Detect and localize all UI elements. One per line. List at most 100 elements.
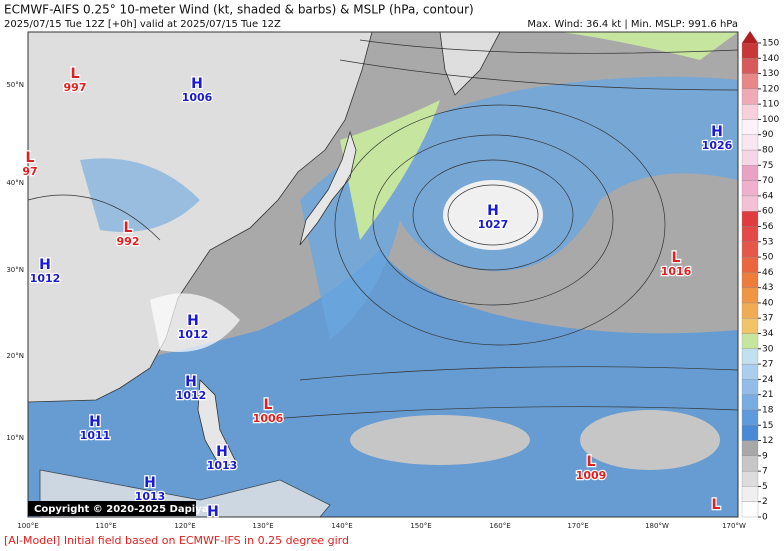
lon-label: 170°E — [567, 522, 588, 530]
pressure-center-value: 1013 — [135, 490, 166, 503]
pressure-center-type: H — [487, 203, 499, 219]
lon-label: 110°E — [95, 522, 116, 530]
colorbar-bin — [741, 180, 759, 197]
lon-label: 140°E — [331, 522, 352, 530]
lon-label: 180°W — [645, 522, 669, 530]
colorbar-bin — [741, 134, 759, 151]
colorbar-tick-label: 0 — [762, 513, 768, 523]
lat-label: 30°N — [6, 266, 24, 274]
lon-label: 130°E — [252, 522, 273, 530]
colorbar: 0 2 5 7 9 12 15 18 21 24 27 30 34 37 40 43 46 50 53 56 60 64 7… — [741, 31, 779, 523]
colorbar-tick-label: 100 — [762, 115, 779, 125]
colorbar-tick-label: 21 — [762, 390, 773, 400]
colorbar-tick-label: 120 — [762, 84, 779, 94]
colorbar-tick-label: 5 — [762, 482, 768, 492]
pressure-center-value: 1013 — [207, 459, 238, 472]
colorbar-tick-label: 110 — [762, 100, 779, 110]
colorbar-bin — [741, 379, 759, 395]
stats: Max. Wind: 36.4 kt | Min. MSLP: 991.6 hP… — [527, 19, 738, 30]
pressure-center-value: 997 — [64, 81, 87, 94]
lat-label: 40°N — [6, 179, 24, 187]
footer: [AI-Model] Initial field based on ECMWF-… — [4, 534, 349, 547]
colorbar-bin — [741, 119, 759, 135]
pressure-center-type: H — [187, 313, 199, 329]
lon-label: 170°W — [722, 522, 746, 530]
pressure-center-value: 1012 — [178, 328, 209, 341]
copyright-box — [28, 501, 196, 516]
colorbar-bin — [741, 440, 759, 456]
pressure-center-type: H — [207, 504, 219, 520]
colorbar-tick-label: 90 — [762, 130, 774, 140]
pressure-center-type: H — [216, 444, 228, 460]
colorbar-tick-label: 53 — [762, 237, 773, 247]
colorbar-bin — [741, 241, 759, 258]
colorbar-bin — [741, 88, 759, 105]
colorbar-tick-label: 140 — [762, 54, 779, 64]
colorbar-tick-label: 46 — [762, 268, 774, 278]
lat-label: 50°N — [6, 81, 24, 89]
pressure-center-type: L — [124, 220, 133, 236]
colorbar-bin — [741, 287, 759, 304]
pressure-center-type: H — [39, 257, 51, 273]
colorbar-bin — [741, 42, 759, 59]
colorbar-bin — [741, 409, 759, 426]
lon-label: 160°E — [489, 522, 510, 530]
colorbar-tick-label: 50 — [762, 253, 774, 263]
pressure-center-value: 1026 — [702, 139, 733, 152]
colorbar-bin — [741, 149, 759, 166]
pressure-center-type: H — [191, 76, 203, 92]
colorbar-bin — [741, 211, 759, 227]
colorbar-tick-label: 130 — [762, 69, 779, 79]
pressure-center-value: 992 — [117, 235, 140, 248]
subtitle: 2025/07/15 Tue 12Z [+0h] valid at 2025/0… — [4, 19, 281, 30]
pressure-center-type: H — [711, 124, 723, 140]
colorbar-bin — [741, 318, 759, 334]
colorbar-tick-label: 34 — [762, 329, 774, 339]
pressure-center-value: 1027 — [478, 218, 509, 231]
pressure-center-value: 1016 — [661, 265, 692, 278]
colorbar-tick-label: 64 — [762, 191, 774, 201]
colorbar-tick-label: 60 — [762, 207, 774, 217]
lon-label: 100°E — [17, 522, 38, 530]
colorbar-bin — [741, 333, 759, 349]
colorbar-tick-label: 40 — [762, 298, 774, 308]
colorbar-bin — [741, 195, 759, 212]
title: ECMWF-AIFS 0.25° 10-meter Wind (kt, shad… — [4, 3, 474, 17]
colorbar-tick-label: 37 — [762, 314, 773, 324]
colorbar-tick-label: 70 — [762, 176, 774, 186]
colorbar-bin — [741, 348, 759, 365]
colorbar-bin — [741, 104, 759, 120]
colorbar-tick-label: 27 — [762, 360, 773, 370]
colorbar-tick-label: 2 — [762, 497, 768, 507]
colorbar-tick-label: 24 — [762, 375, 774, 385]
pressure-center-value: 1006 — [253, 412, 284, 425]
map: 50°N 40°N 30°N 20°N 10°N 100°E 110°E 120… — [6, 31, 746, 530]
colorbar-bin — [741, 470, 759, 487]
pressure-center-type: H — [144, 475, 156, 491]
colorbar-tick-label: 43 — [762, 283, 773, 293]
pressure-center-type: H — [185, 374, 197, 390]
pressure-center-value: 1009 — [576, 469, 607, 482]
pressure-center-type: L — [71, 66, 80, 82]
colorbar-tick-label: 18 — [762, 405, 774, 415]
colorbar-bin — [741, 73, 759, 90]
pressure-center-value: 1006 — [182, 91, 213, 104]
lon-label: 120°E — [174, 522, 195, 530]
colorbar-bin — [741, 363, 759, 380]
colorbar-tick-label: 75 — [762, 161, 773, 171]
colorbar-bin — [741, 272, 759, 288]
colorbar-bin — [741, 165, 759, 181]
lat-label: 10°N — [6, 434, 24, 442]
lon-label: 150°E — [410, 522, 431, 530]
pressure-center-type: L — [712, 497, 721, 513]
pressure-center-type: L — [587, 454, 596, 470]
pressure-center-value: 97 — [22, 165, 37, 178]
colorbar-tick-label: 80 — [762, 146, 774, 156]
colorbar-bin — [741, 256, 759, 273]
pressure-center-value: 1012 — [30, 272, 61, 285]
colorbar-tick-label: 150 — [762, 39, 779, 49]
colorbar-bin — [741, 226, 759, 242]
lat-label: 20°N — [6, 352, 24, 360]
